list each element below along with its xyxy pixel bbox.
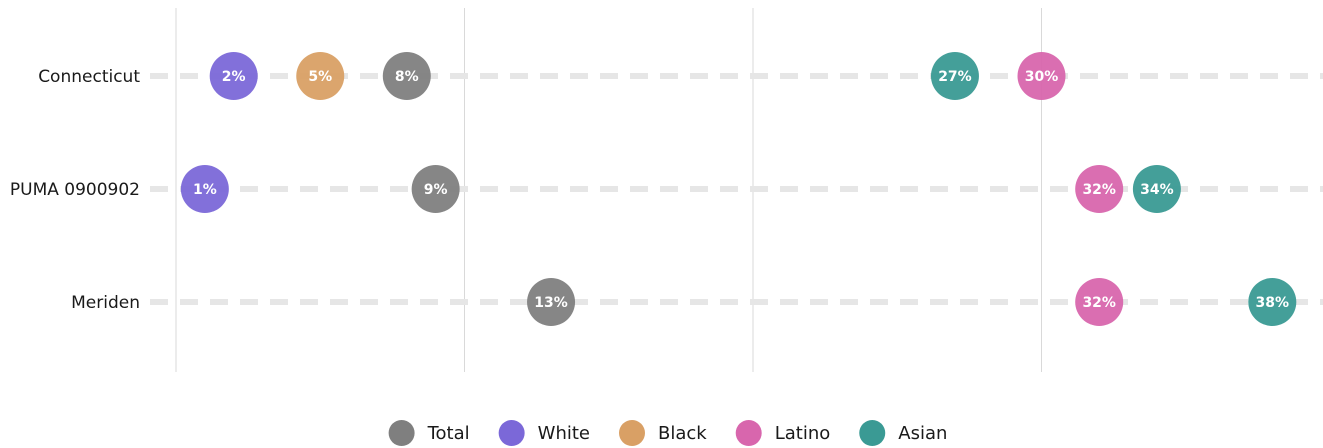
legend-item: White [498, 420, 590, 446]
data-label: 2% [222, 69, 246, 85]
category-rows: Connecticut PUMA 0900902 Meriden [10, 67, 1323, 313]
legend-label: Black [658, 423, 707, 444]
data-point [527, 278, 576, 326]
data-point [382, 52, 431, 100]
legend-swatch [859, 420, 886, 446]
data-point [209, 52, 258, 100]
legend-swatch [735, 420, 762, 446]
data-point [1017, 52, 1066, 100]
data-point [296, 52, 345, 100]
data-point [180, 165, 229, 213]
data-points: 8% 9% 13% 2% 1% 5% 30% 32% 32% 27% 34% 38% [180, 52, 1297, 326]
data-label: 13% [534, 295, 568, 311]
legend-label: White [538, 423, 590, 444]
legend-label: Asian [898, 423, 947, 444]
legend-label: Total [427, 423, 470, 444]
legend-item: Total [388, 420, 470, 446]
data-label: 30% [1025, 69, 1059, 85]
legend-swatch [498, 420, 525, 446]
data-point [1075, 165, 1124, 213]
category-label: Connecticut [38, 67, 140, 87]
legend-item: Asian [859, 420, 947, 446]
data-label: 34% [1140, 182, 1174, 198]
data-point [1075, 278, 1124, 326]
legend-swatch [388, 420, 415, 446]
data-point [1248, 278, 1297, 326]
data-point [930, 52, 979, 100]
data-label: 9% [424, 182, 448, 198]
data-point [411, 165, 460, 213]
data-point [1132, 165, 1181, 213]
data-label: 5% [308, 69, 332, 85]
category-label: PUMA 0900902 [10, 180, 140, 200]
legend-swatch [619, 420, 645, 446]
category-label: Meriden [71, 293, 140, 313]
data-label: 32% [1082, 182, 1116, 198]
legend-label: Latino [775, 423, 831, 444]
data-label: 38% [1256, 295, 1290, 311]
data-label: 27% [938, 69, 972, 85]
legend-item: Latino [735, 420, 831, 446]
legend-item: Black [619, 420, 707, 446]
data-label: 8% [395, 69, 419, 85]
data-label: 1% [193, 182, 217, 198]
data-label: 32% [1082, 295, 1116, 311]
legend: Total White Black Latino Asian [388, 420, 947, 446]
